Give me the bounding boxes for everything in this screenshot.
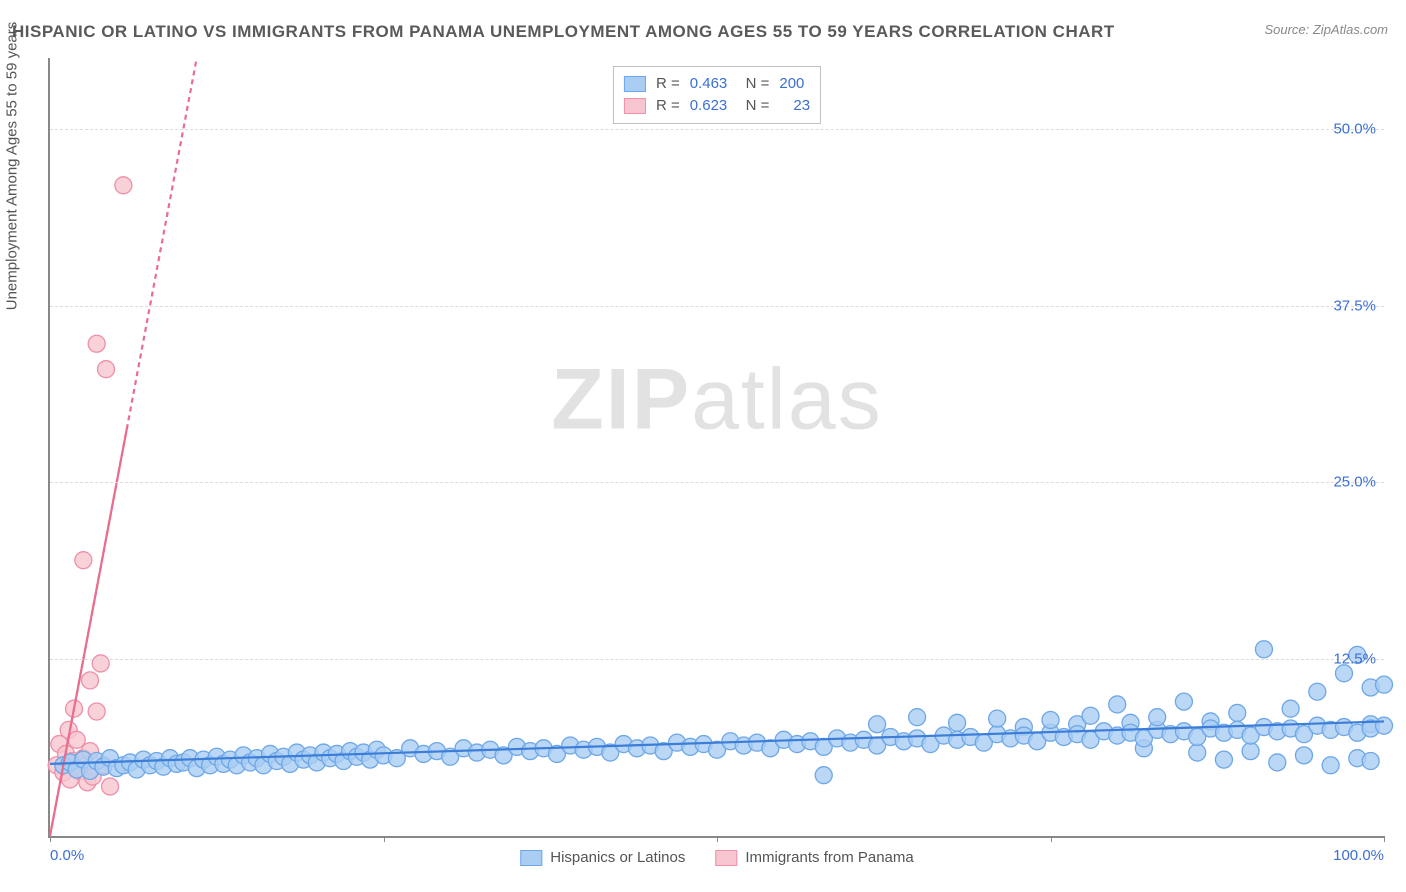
y-tick-label: 50.0% [1333,120,1376,137]
grid-line [50,129,1384,130]
grid-line [50,482,1384,483]
x-tick-label: 0.0% [50,847,84,864]
data-point [1215,751,1232,768]
data-point [1269,754,1286,771]
data-point [1362,753,1379,770]
data-point [1229,704,1246,721]
scatter-plot-svg [50,58,1384,836]
data-point [869,716,886,733]
data-point [1189,744,1206,761]
chart-title: HISPANIC OR LATINO VS IMMIGRANTS FROM PA… [12,22,1115,42]
source-attribution: Source: ZipAtlas.com [1264,22,1388,37]
legend-swatch [715,850,737,866]
x-tick [1051,836,1052,842]
x-tick-label: 100.0% [1333,847,1384,864]
legend-item: Immigrants from Panama [715,849,913,866]
data-point [1322,757,1339,774]
data-point [949,714,966,731]
data-point [102,778,119,795]
legend-swatch [520,850,542,866]
data-point [1109,696,1126,713]
data-point [1082,707,1099,724]
data-point [1309,683,1326,700]
data-point [989,710,1006,727]
data-point [88,335,105,352]
legend-label: Hispanics or Latinos [550,849,685,866]
y-axis-label: Unemployment Among Ages 55 to 59 years [4,22,21,311]
x-tick [1384,836,1385,842]
legend-label: Immigrants from Panama [745,849,913,866]
data-point [1295,747,1312,764]
data-point [98,361,115,378]
grid-line [50,306,1384,307]
y-tick-label: 37.5% [1333,297,1376,314]
plot-area: ZIPatlas R = 0.463 N = 200 R = 0.623 N =… [48,58,1384,838]
data-point [1149,709,1166,726]
data-point [1175,693,1192,710]
data-point [115,177,132,194]
legend-item: Hispanics or Latinos [520,849,685,866]
data-point [1376,717,1393,734]
x-tick [384,836,385,842]
data-point [1042,712,1059,729]
data-point [1242,743,1259,760]
data-point [1376,676,1393,693]
y-tick-label: 25.0% [1333,474,1376,491]
x-tick [50,836,51,842]
y-tick-label: 12.5% [1333,651,1376,668]
data-point [1282,700,1299,717]
data-point [815,767,832,784]
data-point [909,709,926,726]
grid-line [50,659,1384,660]
data-point [92,655,109,672]
data-point [82,672,99,689]
chart-container: HISPANIC OR LATINO VS IMMIGRANTS FROM PA… [0,0,1406,892]
data-point [88,703,105,720]
x-tick [717,836,718,842]
legend-series: Hispanics or Latinos Immigrants from Pan… [520,849,913,866]
data-point [1255,641,1272,658]
data-point [75,552,92,569]
